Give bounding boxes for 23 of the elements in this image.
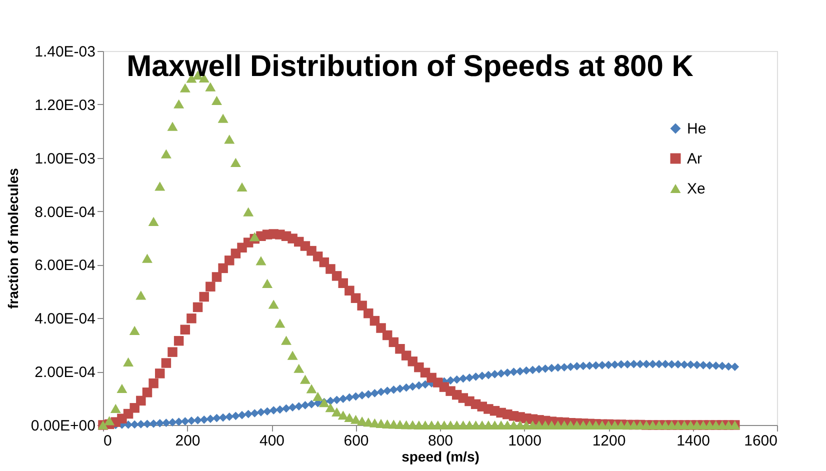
y-tick-label: 0.00E+00 [30,418,96,434]
y-axis-title: fraction of molecules [4,168,21,309]
legend-label: Ar [687,150,702,168]
x-tick-label: 800 [428,432,454,450]
chart-title: Maxwell Distribution of Speeds at 800 K [126,50,694,83]
x-tick-label: 0 [104,432,112,450]
y-tick-label: 1.20E-03 [34,96,96,114]
x-tick-label: 1000 [508,432,542,450]
x-axis-title: speed (m/s) [402,448,480,464]
x-tick-label: 400 [259,432,285,450]
x-tick-label: 600 [344,432,369,450]
x-tick-label: 1600 [744,432,778,450]
legend-label: Xe [687,180,706,198]
y-tick-label: 1.00E-03 [34,150,96,168]
y-tick-label: 1.40E-03 [34,44,96,60]
x-tick-label: 1400 [676,432,710,450]
x-tick-label: 200 [175,432,200,450]
y-tick-label: 6.00E-04 [34,257,96,274]
legend-label: He [687,120,706,138]
y-tick-label: 8.00E-04 [34,204,96,221]
y-tick-label: 2.00E-04 [34,364,96,382]
y-tick-label: 4.00E-04 [34,310,96,328]
x-tick-label: 1200 [592,432,626,450]
